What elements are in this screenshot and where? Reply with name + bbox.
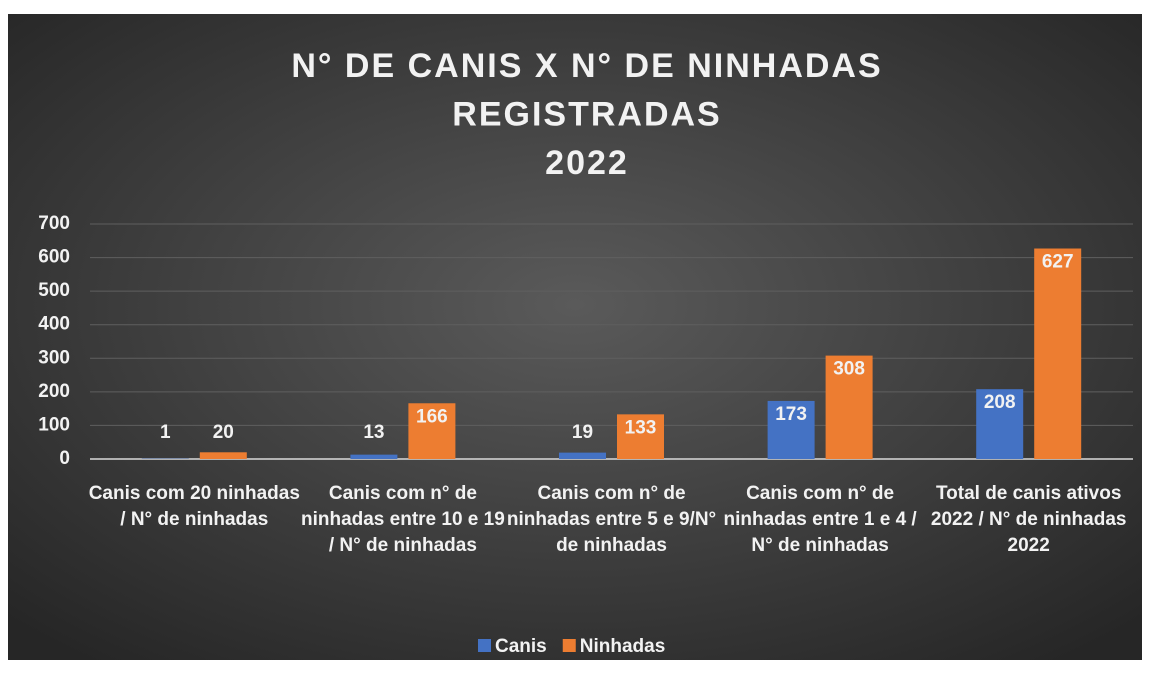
chart-title: 2022 (545, 144, 629, 182)
x-tick-label: Canis com n° de ninhadas entre 1 e 4 / N… (723, 483, 917, 556)
bar (559, 452, 606, 459)
legend-swatch (478, 639, 491, 652)
x-tick-label: Canis com 20 ninhadas / N° de ninhadas (88, 483, 300, 530)
legend-label: Canis (495, 636, 547, 657)
bar (1034, 248, 1082, 459)
legend-swatch (562, 639, 576, 652)
bar (976, 389, 1024, 459)
y-tick-label: 0 (59, 448, 70, 469)
data-label: 133 (625, 417, 657, 438)
y-tick-label: 100 (38, 414, 70, 435)
bar (199, 452, 247, 459)
legend-label: Ninhadas (580, 636, 666, 657)
y-tick-label: 400 (38, 314, 70, 335)
y-tick-label: 500 (38, 280, 70, 301)
data-label: 166 (416, 406, 448, 427)
y-tick-label: 600 (38, 247, 70, 268)
data-label: 308 (833, 359, 865, 380)
bar (617, 414, 664, 459)
chart-title: N° DE CANIS X N° DE NINHADAS (291, 47, 882, 85)
x-tick-label: Canis com n° de ninhadas entre 10 e 19 /… (300, 483, 505, 556)
data-label: 1 (160, 422, 171, 443)
bar (767, 400, 815, 459)
data-label: 173 (775, 404, 807, 425)
y-tick-label: 300 (38, 347, 70, 368)
data-label: 13 (363, 422, 384, 443)
y-tick-label: 700 (38, 213, 70, 234)
bar (408, 403, 456, 459)
x-tick-label: Canis com n° de ninhadas entre 5 e 9/N° … (506, 483, 717, 556)
bar (350, 454, 398, 459)
bar (825, 355, 873, 459)
data-label: 208 (984, 392, 1016, 413)
y-tick-label: 200 (38, 381, 70, 402)
data-label: 20 (213, 422, 234, 443)
chart-title: REGISTRADAS (452, 95, 721, 133)
chart-background (8, 14, 1142, 660)
data-label: 19 (572, 422, 593, 443)
data-label: 627 (1042, 252, 1074, 273)
x-tick-label: Total de canis ativos 2022 / N° de ninha… (930, 483, 1127, 556)
